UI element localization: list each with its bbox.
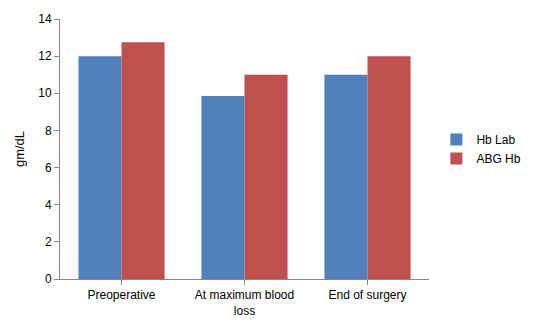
svg-text:2: 2 [45, 235, 52, 249]
svg-text:8: 8 [45, 124, 52, 138]
svg-text:Hb Lab: Hb Lab [476, 133, 515, 147]
svg-text:At maximum bloodloss: At maximum bloodloss [195, 288, 294, 318]
svg-text:Preoperative: Preoperative [87, 288, 155, 302]
svg-text:End of surgery: End of surgery [328, 288, 406, 302]
svg-text:12: 12 [38, 49, 52, 63]
svg-text:0: 0 [45, 272, 52, 286]
svg-text:4: 4 [45, 198, 52, 212]
svg-text:6: 6 [45, 161, 52, 175]
svg-text:gm/dL: gm/dL [12, 131, 27, 167]
svg-text:14: 14 [38, 12, 52, 26]
svg-text:10: 10 [38, 86, 52, 100]
svg-text:ABG Hb: ABG Hb [476, 152, 520, 166]
